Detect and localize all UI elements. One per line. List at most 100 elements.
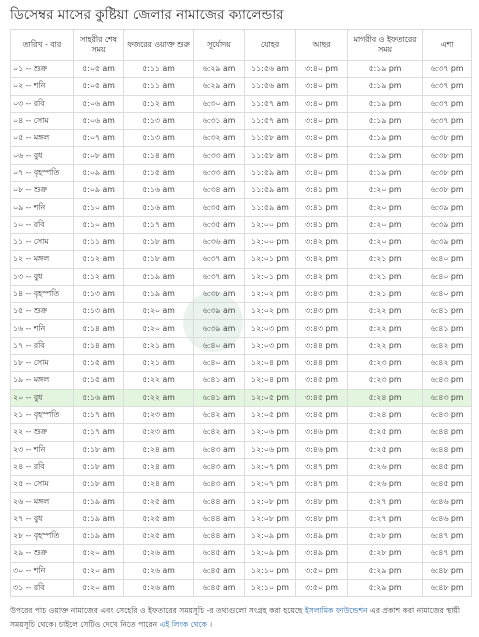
cell-dhuhr: ১২:০২ pm [244,302,296,321]
table-row: ১৪ -- বৃহস্পতি ৫:১৩ am ৫:১৯ am ৬:৩৮ am ১২:০২… [10,284,472,304]
cell-isha: ৬:৩৯ pm [422,232,472,252]
cell-sunrise: ৬:৩৩ am [193,146,245,165]
cell-asr: ৩:৪০ pm [295,129,348,148]
cell-maghrib-iftar: ৫:২৪ pm [347,388,423,407]
cell-sunrise: ৬:৩২ am [193,129,245,148]
cell-dhuhr: ১১:৫৬ am [244,77,296,96]
cell-isha: ৬:৪৫ pm [422,457,472,477]
cell-dhuhr: ১২:০১ pm [244,250,296,269]
cell-dhuhr: ১১:৫৯ am [244,163,296,183]
cell-fajr-start: ৫:১৭ am [123,215,194,234]
cell-sehri-end: ৫:০৬ am [73,94,124,113]
cell-isha: ৬:৪৩ pm [422,388,472,407]
cell-sunrise: ৬:৪১ am [193,388,245,407]
cell-asr: ৩:৪২ pm [295,250,348,269]
cell-fajr-start: ৫:২৫ am [123,492,194,511]
cell-sehri-end: ৫:১০ am [73,215,124,234]
cell-dhuhr: ১২:১০ pm [244,578,296,598]
cell-dhuhr: ১২:০৮ pm [244,509,296,529]
cell-sehri-end: ৫:১৪ am [73,336,124,356]
cell-maghrib-iftar: ৫:১৯ pm [347,59,423,79]
cell-date-day: ০৭ -- বৃহস্পতি [10,163,74,183]
header-date-day: তারিখ - বার [10,29,74,61]
cell-isha: ৬:৪৬ pm [422,492,472,511]
cell-sunrise: ৬:৪৪ am [193,527,245,546]
cell-date-day: ২৮ -- বৃহস্পতি [10,527,74,546]
cell-sehri-end: ৫:০৯ am [73,163,124,183]
table-row: ০৪ -- সোম ৫:০৬ am ৫:১৩ am ৬:৩১ am ১১:৫৭ am ৩:… [10,111,472,131]
cell-date-day: ০২ -- শনি [10,77,74,96]
cell-dhuhr: ১২:০৯ pm [244,527,296,546]
cell-sehri-end: ৫:১৯ am [73,527,124,546]
cell-maghrib-iftar: ৫:২৩ pm [347,354,423,373]
prayer-times-table: তারিখ - বার সাহরীর শেষ সময় ফজরের ওয়াক্… [10,29,472,598]
cell-fajr-start: ৫:১৪ am [123,146,194,165]
table-row: ০৬ -- বুধ ৫:০৮ am ৫:১৪ am ৬:৩৩ am ১১:৫৮ am ৩:… [10,146,472,165]
cell-dhuhr: ১১:৫৭ am [244,111,296,131]
page-title: ডিসেম্বর মাসের কুষ্টিয়া জেলার নামাজের ক… [10,7,284,23]
cell-asr: ৩:৪১ pm [295,198,348,217]
cell-asr: ৩:৪৮ pm [295,492,348,511]
table-row: ০৫ -- মঙ্গল ৫:০৭ am ৫:১৩ am ৬:৩২ am ১১:৫৮ am… [10,129,472,148]
cell-maghrib-iftar: ৫:১৯ pm [347,163,423,183]
cell-asr: ৩:৪৮ pm [295,509,348,529]
cell-sunrise: ৬:৩৯ am [193,319,245,338]
cell-date-day: ১৮ -- সোম [10,354,74,373]
cell-sunrise: ৬:৩৭ am [193,267,245,286]
cell-sehri-end: ৫:১১ am [73,232,124,252]
cell-maghrib-iftar: ৫:২০ pm [347,198,423,217]
cell-date-day: ২৯ -- শুক্র [10,544,74,563]
cell-fajr-start: ৫:২৩ am [123,423,194,442]
cell-sehri-end: ৫:০৫ am [73,59,124,79]
cell-maghrib-iftar: ৫:২৯ pm [347,561,423,580]
cell-sunrise: ৬:৪১ am [193,371,245,390]
cell-fajr-start: ৫:১৩ am [123,111,194,131]
cell-fajr-start: ৫:২৪ am [123,440,194,459]
cell-fajr-start: ৫:১৮ am [123,250,194,269]
cell-dhuhr: ১২:০১ pm [244,267,296,286]
cell-fajr-start: ৫:২৬ am [123,544,194,563]
cell-isha: ৬:৪৪ pm [422,440,472,459]
schedule-link[interactable]: এই লিংক থেকে [159,620,207,629]
cell-maghrib-iftar: ৫:২০ pm [347,215,423,234]
cell-dhuhr: ১২:১০ pm [244,561,296,580]
cell-sehri-end: ৫:০৫ am [73,77,124,96]
cell-sunrise: ৬:৩৫ am [193,215,245,234]
cell-asr: ৩:৪০ pm [295,94,348,113]
cell-maghrib-iftar: ৫:২১ pm [347,250,423,269]
table-row: ০২ -- শনি ৫:০৫ am ৫:১১ am ৬:২৯ am ১১:৫৬ am ৩:… [10,77,472,96]
cell-date-day: ১৫ -- শুক্র [10,302,74,321]
cell-sunrise: ৬:৪৫ am [193,561,245,580]
table-row: ০৮ -- শুক্র ৫:০৯ am ৫:১৬ am ৬:৩৪ am ১১:৫৯ am… [10,181,472,200]
cell-date-day: ২৩ -- শনি [10,440,74,459]
cell-asr: ৩:৪৪ pm [295,354,348,373]
cell-date-day: ২০ -- বুধ [10,388,74,407]
cell-fajr-start: ৫:২১ am [123,354,194,373]
islamic-foundation-link[interactable]: ইসলামিক ফাউন্ডেশন [304,606,368,615]
table-row: ২৭ -- বুধ ৫:১৯ am ৫:২৫ am ৬:৪৪ am ১২:০৮ pm ৩:… [10,509,472,529]
cell-asr: ৩:৪৭ pm [295,475,348,494]
cell-maghrib-iftar: ৫:২৮ pm [347,527,423,546]
cell-maghrib-iftar: ৫:২৬ pm [347,457,423,477]
source-note-text: এর প্রকাশ করা নামাজের স্থায়ী সময়সূচি থ… [10,606,461,629]
cell-date-day: ১৯ -- মঙ্গল [10,371,74,390]
cell-asr: ৩:৪৯ pm [295,527,348,546]
table-row: ০৭ -- বৃহস্পতি ৫:০৯ am ৫:১৫ am ৬:৩৩ am ১১:৫৯… [10,163,472,183]
header-asr: আছর [295,29,348,61]
cell-sehri-end: ৫:০৮ am [73,146,124,165]
cell-sunrise: ৬:৪৩ am [193,475,245,494]
cell-fajr-start: ৫:২২ am [123,388,194,407]
cell-sunrise: ৬:৩৬ am [193,232,245,252]
cell-maghrib-iftar: ৫:২৫ pm [347,440,423,459]
cell-dhuhr: ১২:০৯ pm [244,544,296,563]
cell-dhuhr: ১২:০৭ pm [244,475,296,494]
cell-sunrise: ৬:৩৫ am [193,198,245,217]
cell-isha: ৬:৪৫ pm [422,475,472,494]
cell-sunrise: ৬:৪৪ am [193,492,245,511]
cell-sehri-end: ৫:১৭ am [73,405,124,425]
cell-sehri-end: ৫:১৮ am [73,475,124,494]
cell-asr: ৩:৪৫ pm [295,405,348,425]
cell-sehri-end: ৫:১৪ am [73,319,124,338]
cell-asr: ৩:৫০ pm [295,561,348,580]
cell-asr: ৩:৪০ pm [295,163,348,183]
